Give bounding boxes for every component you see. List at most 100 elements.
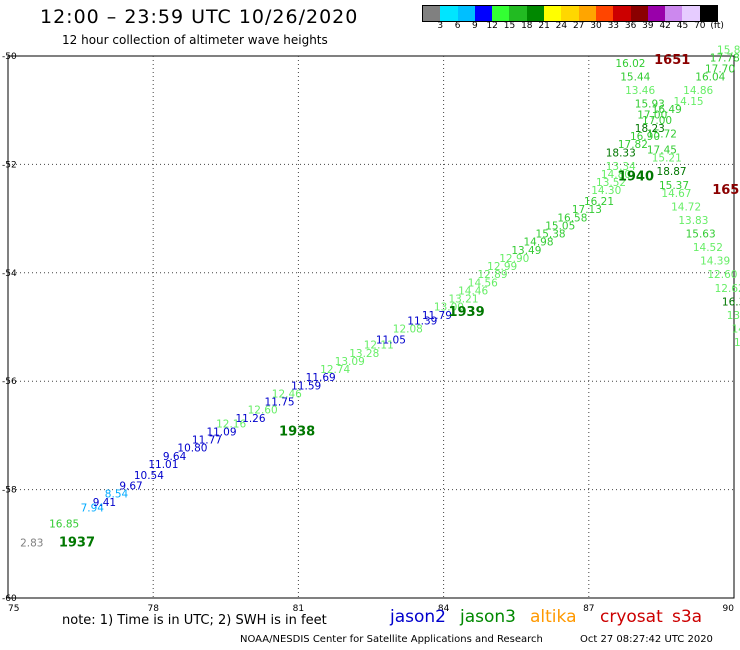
wave-height-value: 11.09 (206, 426, 236, 438)
wave-height-value: 13. (727, 310, 740, 322)
scale-swatch (699, 6, 718, 21)
scale-swatch (526, 6, 545, 21)
scale-swatch (457, 6, 475, 21)
scale-label: 36 (624, 21, 637, 31)
wave-height-value: 11.01 (148, 459, 178, 471)
scale-swatch (509, 6, 527, 21)
wave-height-value: 18.87 (657, 166, 687, 178)
scale-swatch (492, 6, 510, 21)
lat-tick-label: -60 (2, 594, 17, 604)
legend-altika: altika (530, 607, 577, 627)
wave-height-value: 17.70 (705, 63, 735, 75)
lon-tick-label: 75 (8, 604, 19, 614)
track-time-label: 1937 (59, 536, 95, 551)
wave-height-value: 15.93 (635, 98, 665, 110)
wave-height-value: 9.67 (119, 481, 142, 493)
wave-height-value: 12.90 (499, 253, 529, 265)
wave-height-value: 11.59 (291, 380, 321, 392)
wave-height-value: 14.56 (468, 277, 498, 289)
scale-label: 70 (694, 21, 706, 31)
color-scale-labels: 3 6 9 12 15 18 21 24 27 30 33 36 39 42 45 70 (ft) (422, 21, 740, 33)
scale-label: 9 (472, 21, 478, 31)
wave-height-value: 16.02 (615, 58, 645, 70)
credit-text: NOAA/NESDIS Center for Satellite Applica… (240, 634, 543, 645)
lon-tick-label: 84 (438, 604, 450, 614)
wave-height-value: 16.58 (557, 212, 587, 224)
map-subtitle: 12 hour collection of altimeter wave hei… (62, 33, 328, 47)
wave-height-value: 14.15 (674, 96, 704, 108)
scale-label: 42 (659, 21, 671, 31)
scale-label: 21 (538, 21, 550, 31)
lon-tick-label: 81 (293, 604, 304, 614)
wave-height-value: 13.52 (596, 177, 626, 189)
scale-swatch (440, 6, 458, 21)
wave-height-value: 14.98 (523, 237, 553, 249)
wave-height-value: 16.90 (630, 131, 660, 143)
wave-height-value: 17.13 (572, 204, 602, 216)
track-time-label: 1650 (712, 183, 740, 198)
legend-s3a: s3a (672, 607, 703, 627)
wave-height-value: 10.54 (134, 470, 164, 482)
wave-height-value: 16.85 (49, 519, 79, 531)
scale-label: 3 (437, 21, 444, 31)
wave-height-value: 12.74 (320, 364, 350, 376)
wave-height-value: 1 (734, 337, 740, 349)
track-time-labels: 1937 1938 1939 1940 1651 1650 (59, 53, 740, 550)
scale-label: 12 (486, 21, 498, 31)
scale-swatch (474, 6, 493, 21)
wave-height-value: 12.46 (272, 388, 302, 400)
footer-note: note: 1) Time is in UTC; 2) SWH is in fe… (62, 613, 327, 628)
legend-jason2: jason2 (390, 607, 446, 627)
wave-height-value: 18.33 (606, 147, 636, 159)
wave-height-values: 2.8316.857.949.418.549.6710.5411.019.641… (20, 44, 740, 549)
lon-tick-label: 78 (147, 604, 159, 614)
lon-tick-label: 87 (583, 604, 594, 614)
wave-height-value: 14.67 (661, 188, 691, 200)
scale-label: 24 (555, 21, 568, 31)
scale-label: (ft) (710, 21, 724, 31)
wave-height-value: 17.78 (710, 52, 740, 64)
wave-height-value: 14.30 (591, 185, 621, 197)
wave-height-value: 14.86 (683, 85, 713, 97)
wave-height-value: 12.11 (364, 340, 394, 352)
wave-height-value: 15.38 (536, 229, 566, 241)
wave-height-value: 18.23 (635, 123, 665, 135)
track-time-label: 1940 (618, 170, 654, 185)
wave-height-value: 14.52 (693, 242, 723, 254)
wave-height-value: 14.72 (671, 201, 701, 213)
wave-height-value: 14.80 (601, 169, 631, 181)
wave-height-value: 16.49 (652, 104, 682, 116)
wave-height-value: 15.37 (659, 180, 689, 192)
lat-tick-label: -56 (2, 377, 17, 387)
color-scale-bar (422, 5, 719, 22)
scale-swatch (544, 6, 562, 21)
scale-swatch (595, 6, 614, 21)
track-time-label: 1939 (448, 305, 484, 320)
wave-height-value: 15.72 (647, 128, 677, 140)
wave-height-value: 9.41 (93, 497, 116, 509)
lat-tick-label: -58 (2, 486, 17, 496)
scale-label: 30 (590, 21, 602, 31)
wave-height-value: 17.00 (642, 115, 672, 127)
wave-height-value: 15.44 (620, 71, 650, 83)
wave-height-value: 11.05 (376, 334, 406, 346)
wave-height-value: 13.28 (349, 348, 379, 360)
wave-height-value: 11.39 (407, 315, 437, 327)
scale-label: 33 (607, 21, 620, 31)
wave-height-value: 11.75 (265, 397, 295, 409)
wave-height-value: 17.82 (618, 139, 648, 151)
scale-label: 18 (521, 21, 533, 31)
wave-height-value: 2.83 (20, 538, 43, 550)
wave-height-value: 12.60 (248, 405, 278, 417)
wave-height-value: 16.21 (584, 196, 614, 208)
wave-height-value: 16.04 (695, 71, 725, 83)
legend-jason3: jason3 (460, 607, 516, 627)
axis-labels: 75 78 81 84 87 90 -50 -52 -54 -56 -58 -60 (2, 52, 734, 614)
wave-height-value: 8.54 (105, 489, 129, 501)
scale-swatch (561, 6, 579, 21)
scale-swatch (682, 6, 700, 21)
grid-lines (7, 55, 735, 599)
wave-height-value: 11.69 (306, 372, 336, 384)
wave-height-value: 11.26 (235, 413, 265, 425)
